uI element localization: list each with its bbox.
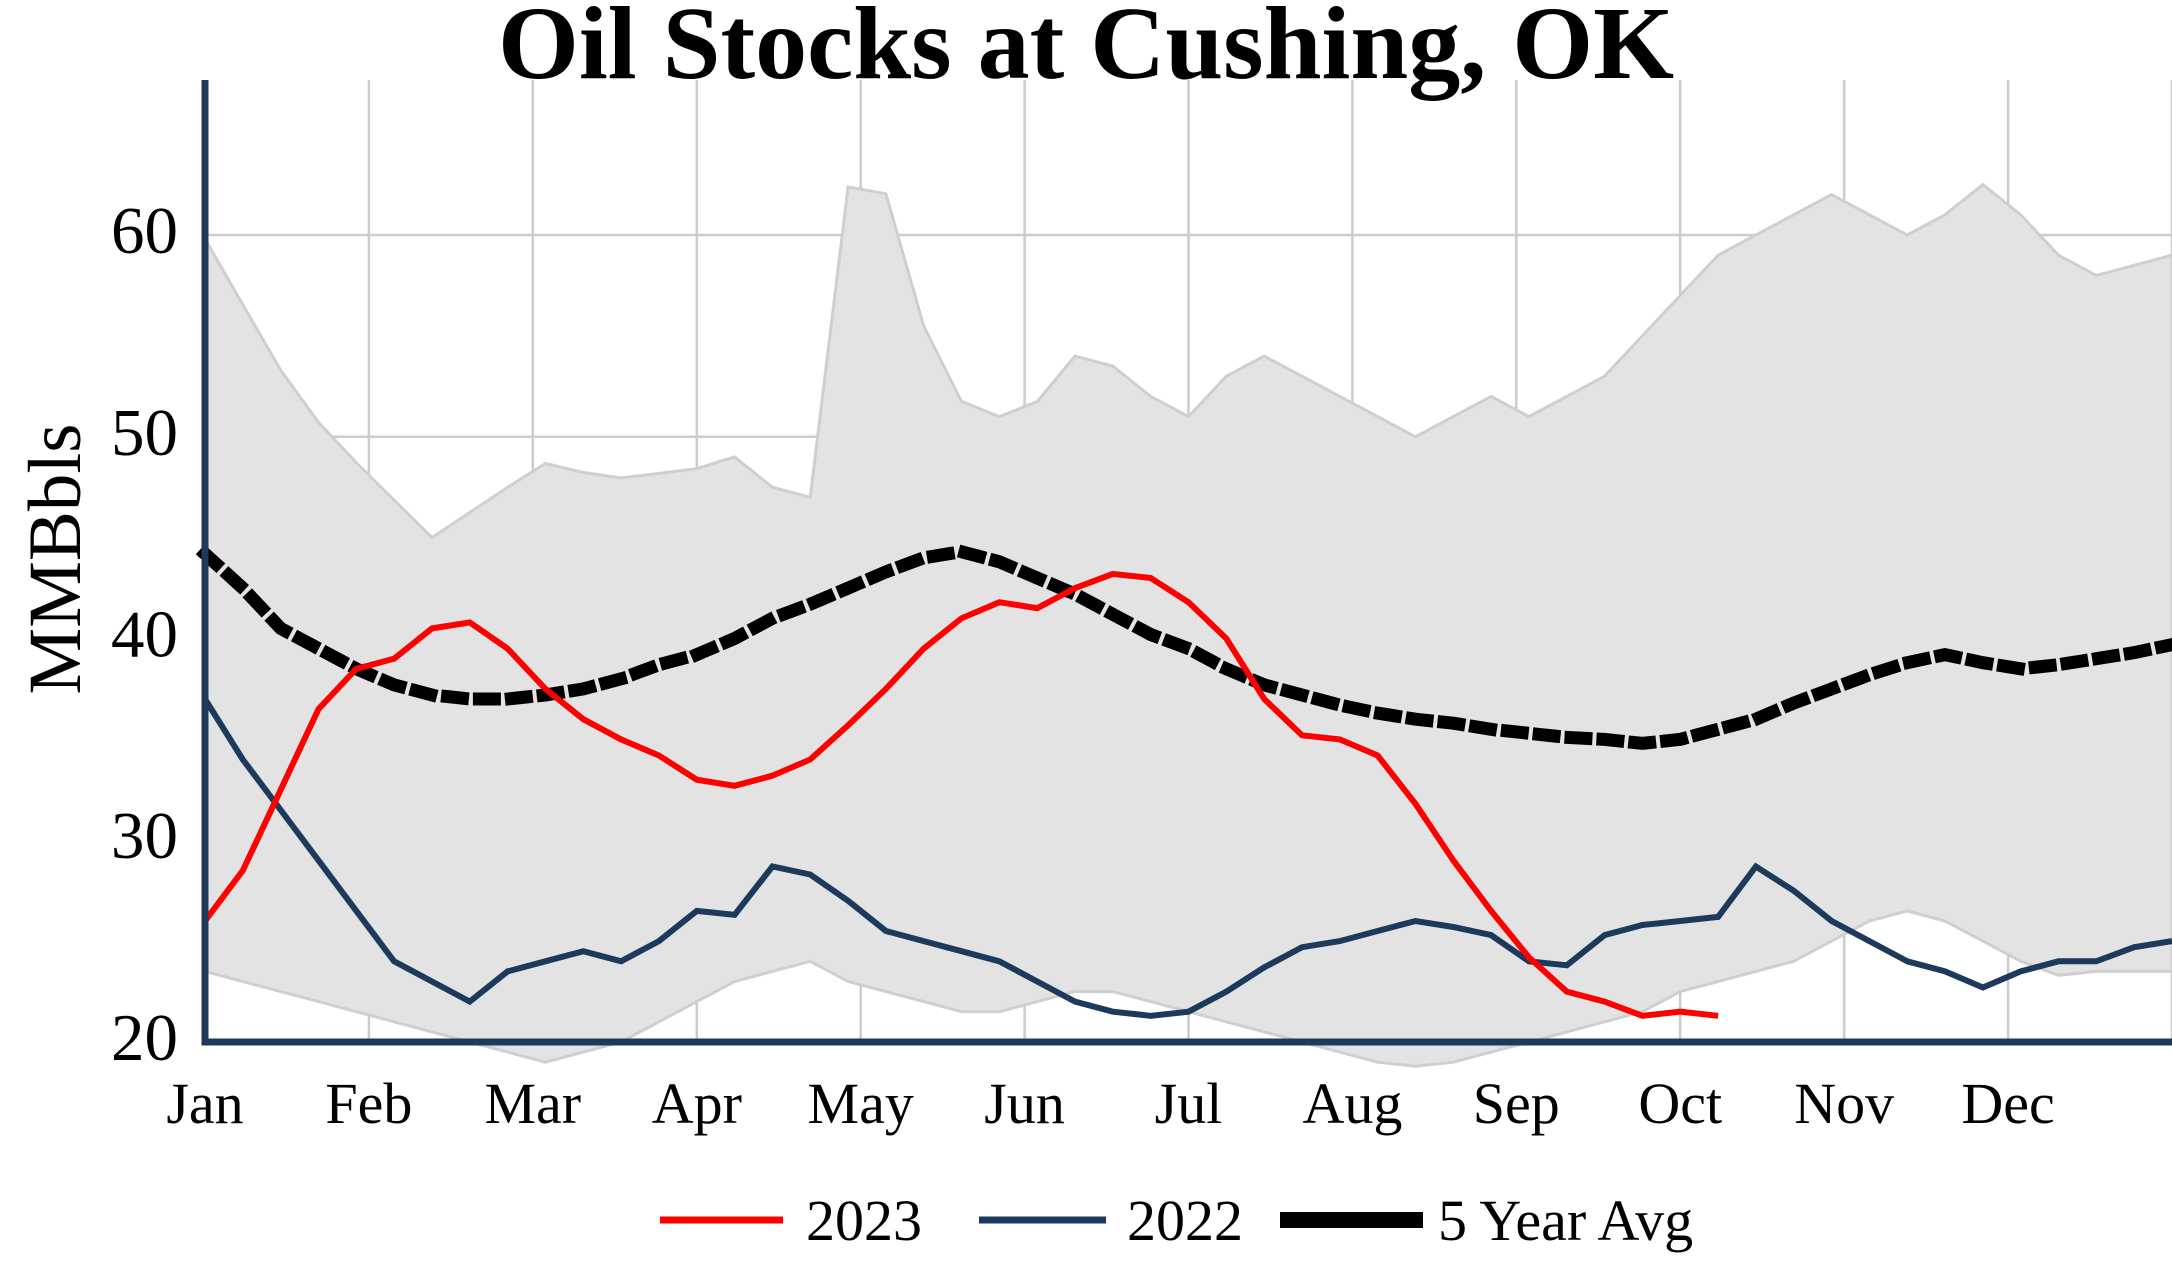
svg-text:2023: 2023 bbox=[806, 1188, 922, 1253]
svg-text:Nov: Nov bbox=[1794, 1071, 1894, 1136]
svg-text:Sep: Sep bbox=[1473, 1071, 1560, 1136]
svg-text:Mar: Mar bbox=[484, 1071, 581, 1136]
svg-text:60: 60 bbox=[111, 194, 178, 268]
svg-text:5 Year Avg: 5 Year Avg bbox=[1438, 1188, 1693, 1253]
svg-text:Apr: Apr bbox=[652, 1071, 742, 1136]
svg-text:May: May bbox=[808, 1071, 914, 1136]
svg-text:2022: 2022 bbox=[1127, 1188, 1243, 1253]
svg-text:Dec: Dec bbox=[1961, 1071, 2054, 1136]
svg-text:Jun: Jun bbox=[984, 1071, 1065, 1136]
svg-text:Jan: Jan bbox=[166, 1071, 243, 1136]
svg-text:50: 50 bbox=[111, 396, 178, 470]
svg-text:20: 20 bbox=[111, 1001, 178, 1075]
svg-text:40: 40 bbox=[111, 598, 178, 672]
svg-text:Oct: Oct bbox=[1638, 1071, 1722, 1136]
svg-text:Aug: Aug bbox=[1302, 1071, 1402, 1136]
svg-text:Jul: Jul bbox=[1155, 1071, 1223, 1136]
svg-text:Feb: Feb bbox=[325, 1071, 412, 1136]
svg-text:30: 30 bbox=[111, 799, 178, 873]
